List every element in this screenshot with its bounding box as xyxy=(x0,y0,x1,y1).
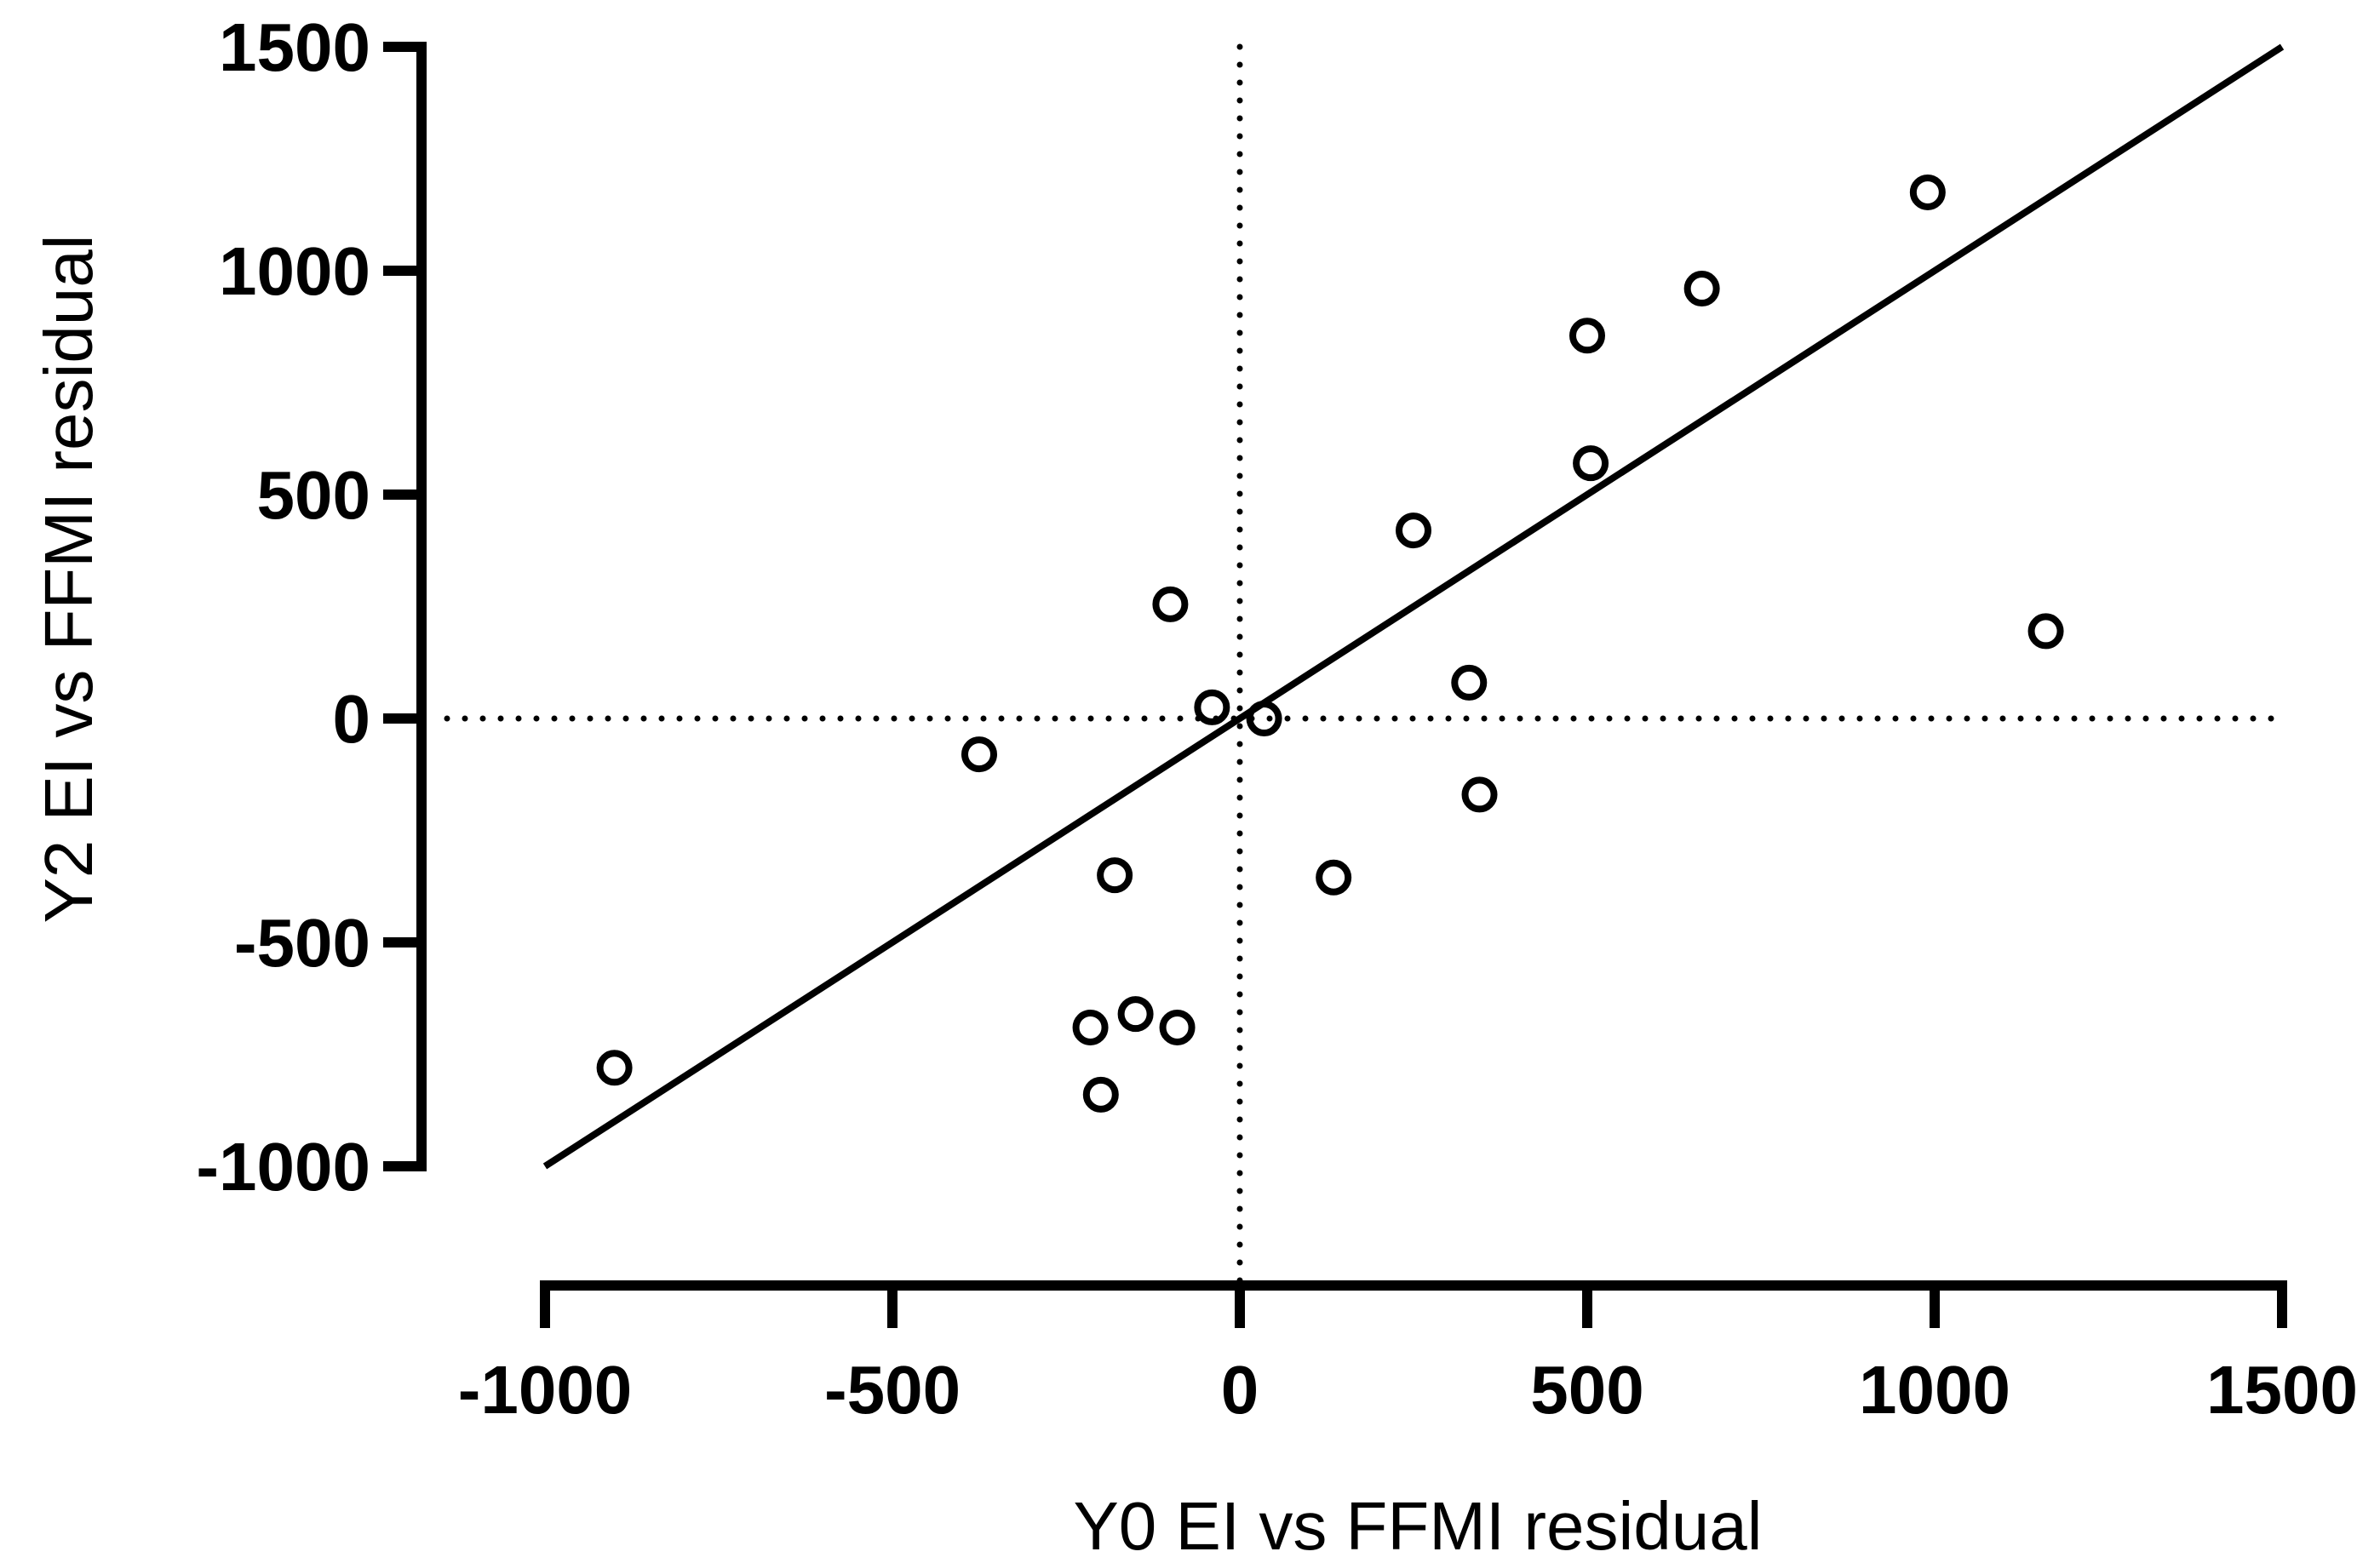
y-tick-label: -500 xyxy=(234,905,370,981)
data-point-2 xyxy=(961,736,997,773)
y-tick-label: 0 xyxy=(333,681,371,757)
tick-labels: -1000 -500 0 500 1000 1500 -1000 -500 0 500 1000 15… xyxy=(196,9,2358,1428)
x-tick-label: 1500 xyxy=(2206,1352,2358,1428)
data-point-7 xyxy=(1152,586,1189,622)
x-tick-label: -500 xyxy=(824,1352,961,1428)
y-axis-title: Y2 EI vs FFMI residual xyxy=(31,234,106,923)
data-point-4 xyxy=(1082,1076,1119,1113)
axes xyxy=(383,42,2287,1328)
data-point-1 xyxy=(596,1050,633,1086)
data-points xyxy=(596,174,2064,1113)
x-tick-label: 500 xyxy=(1530,1352,1643,1428)
y-tick-label: 1000 xyxy=(219,233,370,309)
data-point-16 xyxy=(1573,445,1609,482)
fit-line-group xyxy=(542,43,2285,1170)
data-point-14 xyxy=(1461,776,1498,813)
y-tick-label: -1000 xyxy=(196,1129,370,1205)
data-point-19 xyxy=(2027,613,2064,650)
data-point-8 xyxy=(1159,1009,1196,1045)
data-point-12 xyxy=(1396,512,1431,549)
y-tick-label: 1500 xyxy=(219,9,370,85)
x-tick-label: -1000 xyxy=(458,1352,633,1428)
data-point-17 xyxy=(1683,271,1720,307)
data-point-18 xyxy=(1909,174,1946,210)
data-point-10 xyxy=(1246,701,1282,736)
reference-lines xyxy=(444,43,2285,1289)
x-axis-title: Y0 EI vs FFMI residual xyxy=(1073,1488,1762,1563)
data-point-11 xyxy=(1316,859,1352,896)
data-point-15 xyxy=(1569,318,1605,354)
data-point-9 xyxy=(1194,689,1230,725)
y-tick-label: 500 xyxy=(257,457,370,533)
data-point-13 xyxy=(1451,664,1488,701)
x-tick-label: 0 xyxy=(1221,1352,1259,1428)
x-tick-label: 1000 xyxy=(1859,1352,2010,1428)
data-point-6 xyxy=(1117,996,1154,1033)
data-point-3 xyxy=(1072,1009,1109,1045)
data-point-5 xyxy=(1097,857,1133,894)
regression-line xyxy=(542,43,2285,1170)
